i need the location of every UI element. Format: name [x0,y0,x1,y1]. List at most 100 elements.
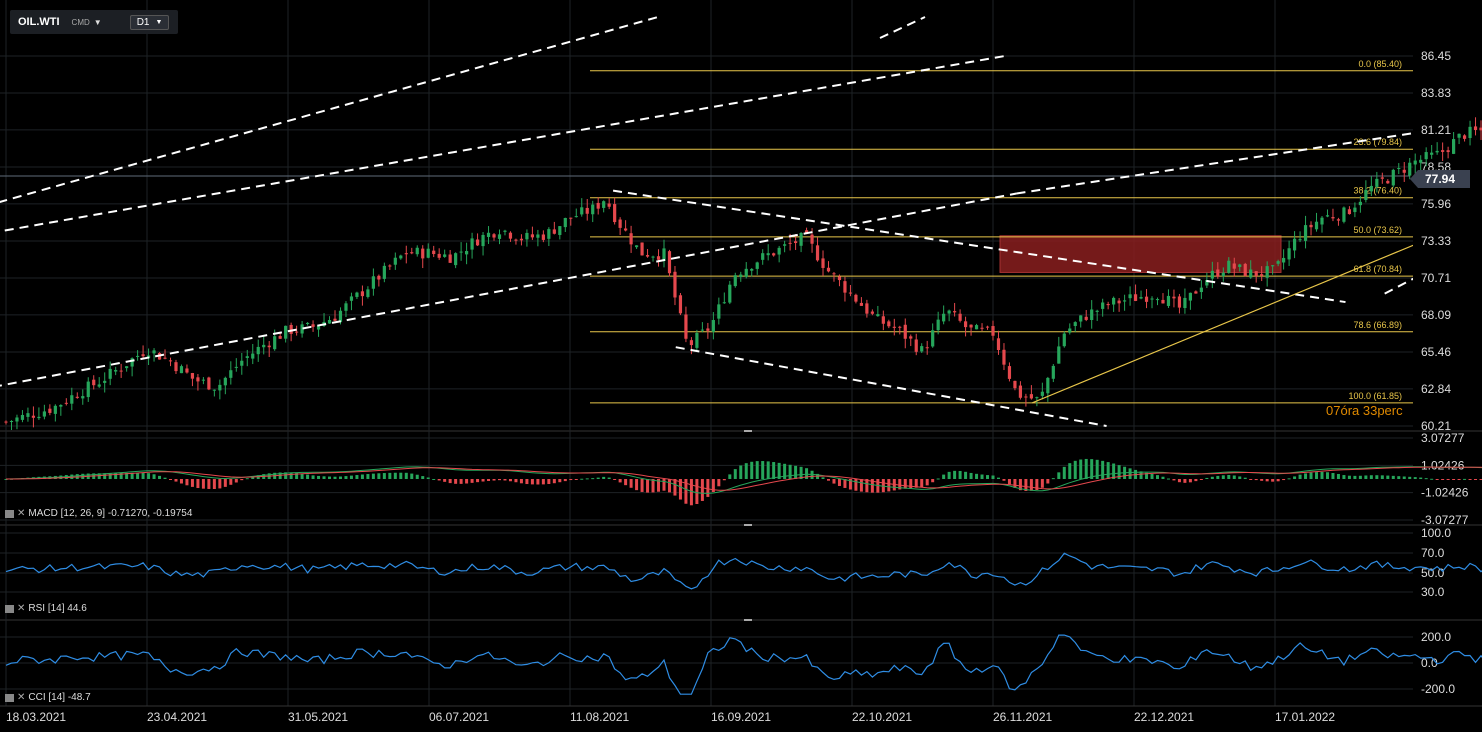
candle-body[interactable] [1188,292,1192,301]
candle-body[interactable] [898,326,902,328]
candle-body[interactable] [804,230,809,234]
candle-body[interactable] [1106,304,1110,306]
candle-body[interactable] [667,251,672,274]
candle-body[interactable] [640,242,644,256]
candle-body[interactable] [558,226,562,235]
candle-body[interactable] [1095,310,1099,312]
trendline[interactable] [0,16,659,279]
candle-body[interactable] [1430,152,1434,155]
candle-body[interactable] [1117,300,1121,304]
candle-body[interactable] [591,204,595,215]
candle-body[interactable] [333,318,337,321]
candle-body[interactable] [1007,366,1012,379]
candle-body[interactable] [1035,397,1039,399]
candle-body[interactable] [1205,279,1209,286]
pane-resize-handle[interactable] [744,524,752,526]
trendline[interactable] [0,55,1005,279]
candle-body[interactable] [892,326,896,328]
candle-body[interactable] [1221,272,1225,277]
candle-body[interactable] [1062,333,1066,347]
candle-body[interactable] [53,405,57,414]
candle-body[interactable] [1391,169,1395,186]
candle-body[interactable] [1353,207,1357,213]
candle-body[interactable] [163,357,167,359]
candle-body[interactable] [1199,287,1203,293]
candle-body[interactable] [48,408,52,413]
candle-body[interactable] [1364,189,1368,200]
candle-body[interactable] [1068,328,1072,333]
candle-body[interactable] [1046,377,1050,394]
candle-body[interactable] [920,346,924,352]
candle-body[interactable] [870,311,874,314]
candle-body[interactable] [733,275,737,287]
candle-body[interactable] [470,238,474,250]
candle-body[interactable] [1282,257,1286,263]
candle-body[interactable] [130,358,134,367]
candle-body[interactable] [344,303,348,311]
candle-body[interactable] [245,356,249,358]
candle-body[interactable] [1441,150,1445,152]
candle-body[interactable] [360,291,365,297]
chevron-down-icon[interactable]: ▼ [93,17,102,27]
candle-body[interactable] [262,344,266,348]
trendline[interactable] [879,16,926,39]
candle-body[interactable] [1380,177,1384,179]
candle-body[interactable] [755,262,759,269]
candle-body[interactable] [1331,217,1335,219]
candle-body[interactable] [996,338,1001,351]
candle-body[interactable] [382,265,386,279]
candle-body[interactable] [750,268,754,271]
candle-body[interactable] [338,310,343,323]
candle-body[interactable] [1232,263,1236,269]
candle-body[interactable] [991,326,995,336]
candle-body[interactable] [327,319,332,324]
candle-body[interactable] [459,251,463,253]
candle-body[interactable] [240,360,244,366]
candle-body[interactable] [92,379,96,386]
candle-body[interactable] [31,415,36,418]
candle-body[interactable] [794,241,798,244]
candle-body[interactable] [212,389,216,391]
candle-body[interactable] [1369,185,1373,192]
candle-body[interactable] [799,232,803,246]
candle-body[interactable] [1155,299,1160,301]
candle-body[interactable] [508,232,513,239]
candle-body[interactable] [569,217,573,219]
candle-body[interactable] [1435,150,1439,153]
candle-body[interactable] [59,404,63,407]
candle-body[interactable] [1462,135,1467,139]
symbol-toolbar[interactable]: OIL.WTI CMD ▼ D1 ▼ [10,10,178,34]
candle-body[interactable] [1336,219,1341,221]
candle-body[interactable] [1084,316,1088,320]
candle-body[interactable] [4,421,8,423]
candle-body[interactable] [700,329,704,331]
candle-body[interactable] [273,336,277,350]
candle-body[interactable] [1024,396,1028,398]
candle-body[interactable] [1402,169,1406,173]
settings-icon[interactable] [5,693,14,702]
candle-body[interactable] [1133,294,1138,301]
pane-resize-handle[interactable] [744,430,752,432]
candle-body[interactable] [876,314,880,317]
candle-body[interactable] [108,368,112,379]
candle-body[interactable] [689,340,694,346]
candle-body[interactable] [728,284,732,303]
candle-body[interactable] [497,234,502,239]
candle-body[interactable] [349,296,354,301]
candle-body[interactable] [1002,349,1006,365]
candle-body[interactable] [81,396,85,399]
candle-body[interactable] [777,247,781,255]
candle-body[interactable] [1139,297,1143,299]
candle-body[interactable] [1419,159,1423,163]
candle-body[interactable] [706,328,710,331]
candle-body[interactable] [179,366,184,374]
candle-body[interactable] [42,411,46,417]
candle-body[interactable] [772,253,776,256]
candle-body[interactable] [443,254,447,257]
candle-body[interactable] [229,370,233,378]
candle-body[interactable] [278,336,282,339]
candle-body[interactable] [1298,239,1302,241]
candle-body[interactable] [421,248,425,259]
candle-body[interactable] [388,265,392,267]
candle-body[interactable] [607,203,611,207]
